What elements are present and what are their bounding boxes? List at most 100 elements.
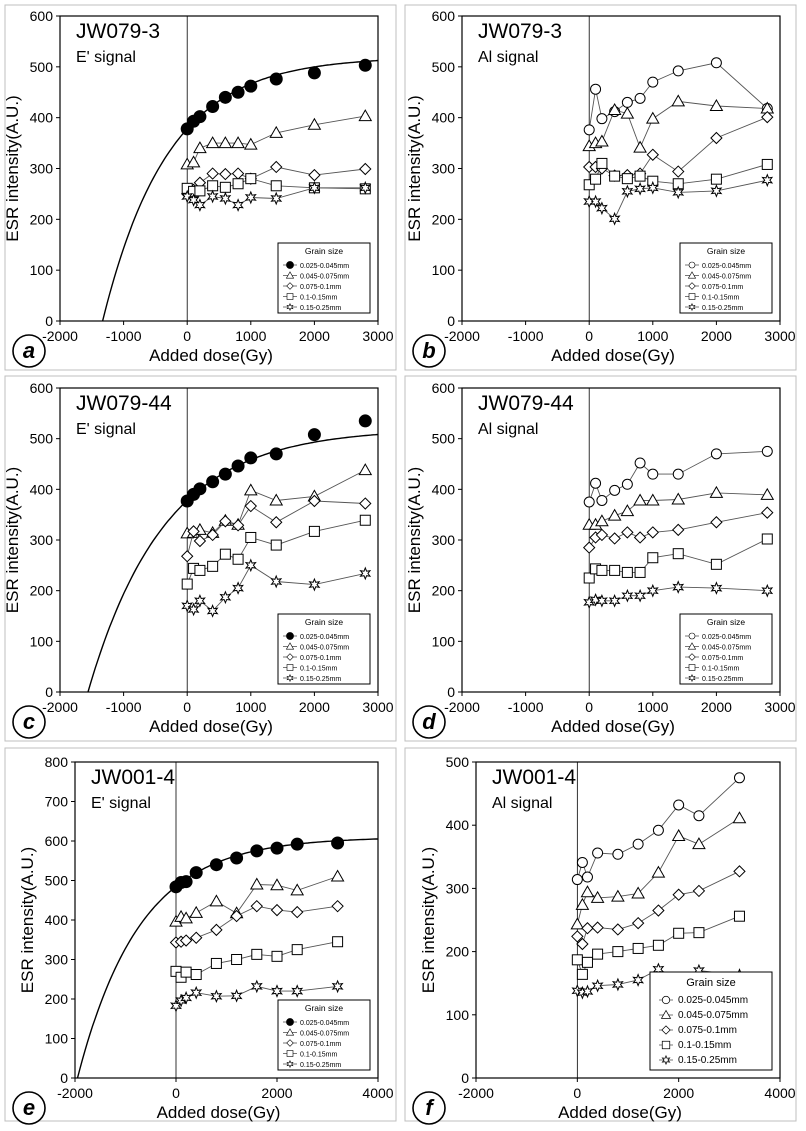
y-tick-label: 300: [446, 880, 470, 896]
data-point: [286, 302, 294, 312]
panel-letter-badge: [12, 705, 46, 739]
data-point: [761, 533, 773, 545]
data-point: [645, 111, 660, 124]
data-point: [761, 445, 773, 457]
data-point: [733, 772, 745, 784]
data-point: [194, 198, 206, 212]
data-point: [576, 968, 588, 980]
legend-label: 0.075-0.1mm: [678, 1025, 737, 1036]
x-tick-label: 2000: [299, 328, 330, 344]
data-point: [230, 851, 244, 865]
legend-label: 0.075-0.1mm: [300, 1041, 341, 1048]
data-point: [688, 302, 696, 312]
data-point: [633, 140, 647, 153]
y-tick-label: 200: [432, 211, 456, 227]
data-point: [308, 168, 321, 182]
data-point: [591, 978, 604, 993]
data-point: [634, 92, 646, 104]
panel-letter-badge: [12, 1091, 46, 1125]
data-point: [179, 934, 193, 947]
data-point: [621, 588, 634, 603]
x-tick-label: -2000: [57, 1085, 93, 1101]
legend-marker: [285, 271, 295, 279]
data-point: [710, 516, 723, 529]
data-point: [331, 836, 345, 850]
data-point: [581, 956, 593, 968]
data-point: [207, 180, 219, 192]
panel-a: 0 100 200 300 400 500 600 -2000 -1000 0 1000 2000 30…: [3, 8, 394, 368]
series-0.045-0.075mm: [180, 109, 373, 170]
y-tick-label: 0: [447, 684, 455, 700]
legend-label: 0.025-0.045mm: [300, 634, 349, 641]
sample-title: JW079-44: [478, 392, 574, 415]
series-0.025-0.045mm: [571, 772, 745, 886]
data-point: [688, 664, 696, 671]
data-point: [205, 136, 220, 149]
legend-marker: [285, 1028, 295, 1036]
data-point: [244, 79, 258, 93]
data-point: [194, 593, 206, 608]
data-point: [245, 173, 257, 185]
y-tick-label: 100: [432, 262, 456, 278]
legend-label: 0.075-0.1mm: [300, 284, 341, 291]
legend-marker: [285, 642, 295, 650]
legend: Grain size 0.025-0.045mm 0.045-0.075mm 0.07…: [277, 999, 371, 1071]
sample-title: JW079-3: [478, 20, 562, 43]
x-axis-label: Added dose(Gy): [149, 717, 273, 736]
y-tick-label: 100: [432, 633, 456, 649]
y-tick-label: 400: [432, 481, 456, 497]
data-point: [570, 917, 585, 930]
data-point: [332, 936, 344, 948]
y-tick-label: 400: [432, 110, 456, 126]
signal-label: Al signal: [492, 795, 552, 812]
data-point: [291, 984, 304, 998]
data-point: [611, 923, 625, 936]
legend-label: 0.045-0.075mm: [702, 645, 751, 652]
signal-label: E' signal: [91, 795, 151, 812]
legend-label: 0.075-0.1mm: [702, 284, 743, 291]
data-point: [580, 885, 595, 898]
data-point: [285, 642, 295, 650]
data-point: [590, 890, 605, 903]
data-point: [286, 282, 294, 290]
data-point: [581, 922, 594, 935]
series-line: [576, 870, 740, 946]
data-point: [244, 190, 257, 205]
legend-label: 0.025-0.045mm: [300, 1020, 349, 1027]
y-axis-label: ESR intensity(A.U.): [419, 847, 438, 993]
data-point: [621, 173, 633, 185]
data-point: [231, 136, 245, 149]
data-point: [709, 98, 724, 111]
data-point: [286, 1050, 294, 1057]
data-point: [672, 65, 684, 77]
data-point: [206, 189, 219, 204]
data-point: [634, 457, 646, 469]
y-tick-label: 100: [30, 262, 54, 278]
series-0.075-0.1mm: [169, 899, 344, 949]
legend-title: Grain size: [707, 246, 746, 256]
y-tick-label: 400: [30, 110, 54, 126]
y-tick-label: 600: [45, 833, 69, 849]
data-point: [250, 899, 264, 913]
legend: Grain size 0.025-0.045mm 0.045-0.075mm 0.07…: [679, 613, 773, 685]
data-point: [672, 165, 685, 178]
data-point: [632, 973, 645, 987]
data-point: [179, 911, 193, 924]
data-point: [271, 950, 283, 962]
series-0.1-0.15mm: [181, 514, 371, 590]
data-point: [761, 173, 774, 188]
panel-letter: b: [422, 338, 435, 363]
data-point: [621, 478, 633, 490]
panel-frame: [4, 747, 397, 1122]
data-point: [308, 577, 321, 592]
x-tick-label: 3000: [362, 699, 393, 715]
series-0.15-0.25mm: [583, 580, 774, 610]
legend-marker: [286, 1050, 294, 1057]
series-line: [576, 915, 740, 976]
data-point: [231, 459, 245, 473]
legend-marker: [688, 282, 696, 290]
data-point: [732, 811, 747, 824]
data-point: [210, 957, 222, 969]
series-0.025-0.045mm: [169, 836, 345, 894]
y-tick-label: 500: [30, 431, 54, 447]
